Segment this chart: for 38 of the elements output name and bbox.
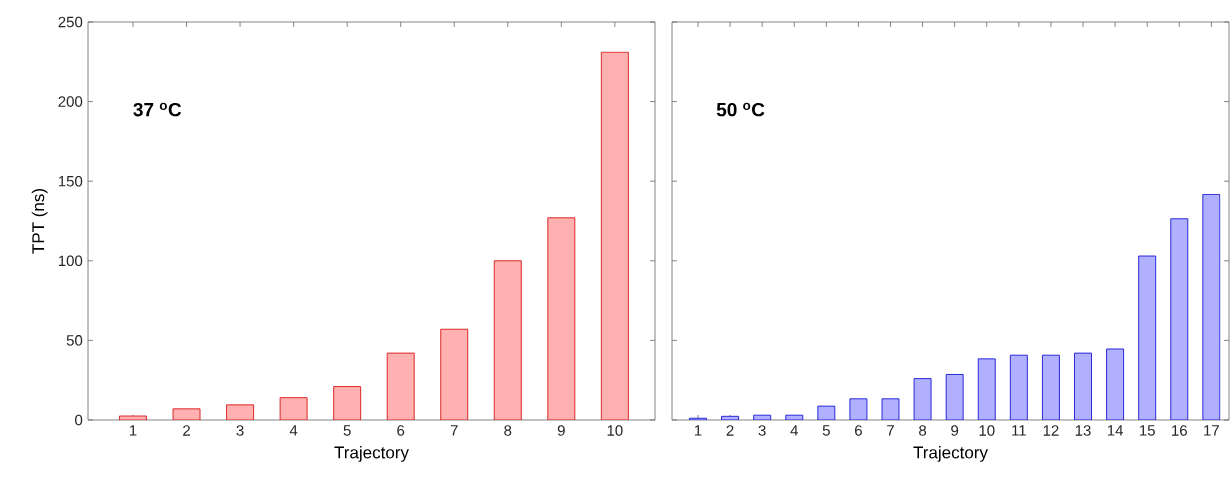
text: 37 $^{o}$C	[133, 102, 182, 117]
x-axis-title: Trajectory	[334, 446, 409, 462]
x-tick-label: 15	[1139, 425, 1155, 436]
x-tick-label: 8	[504, 425, 512, 436]
y-tick-label: 200	[58, 96, 83, 107]
x-tick-label: 14	[1107, 425, 1123, 436]
x-tick-label: 3	[236, 425, 244, 436]
x-axis-title: Trajectory	[913, 446, 988, 462]
x-tick-label: 5	[822, 425, 830, 436]
y-tick-label: 50	[66, 335, 83, 346]
y-tick-label: 0	[75, 414, 83, 426]
x-tick-label: 4	[289, 425, 298, 436]
x-tick-label: 13	[1075, 425, 1091, 436]
x-tick-label: 4	[790, 425, 798, 436]
x-tick-label: 7	[450, 425, 458, 436]
y-tick-label: 100	[58, 255, 83, 267]
x-tick-label: 6	[397, 425, 405, 436]
x-tick-label: 16	[1172, 425, 1187, 436]
x-tick-label: 1	[694, 425, 702, 436]
x-tick-label: 12	[1043, 425, 1059, 436]
x-tick-label: 2	[183, 425, 190, 436]
x-tick-label: 3	[758, 425, 766, 436]
text: 50 $^{o}$C	[716, 102, 765, 117]
x-tick-label: 9	[951, 425, 959, 436]
x-tick-label: 10	[979, 425, 995, 436]
x-tick-label: 5	[343, 425, 351, 436]
y-tick-label: 150	[58, 175, 83, 187]
y-tick-label: 250	[58, 16, 83, 28]
x-tick-label: 11	[1012, 425, 1026, 436]
x-tick-label: 2	[726, 425, 734, 436]
x-tick-label: 8	[919, 425, 927, 436]
x-tick-label: 1	[129, 425, 137, 436]
x-tick-label: 10	[607, 425, 623, 436]
x-tick-label: 7	[887, 425, 894, 436]
y-axis-title: TPT (ns)	[31, 189, 48, 254]
x-tick-label: 6	[855, 425, 862, 436]
x-tick-label: 17	[1204, 425, 1219, 436]
x-tick-label: 9	[557, 425, 565, 436]
